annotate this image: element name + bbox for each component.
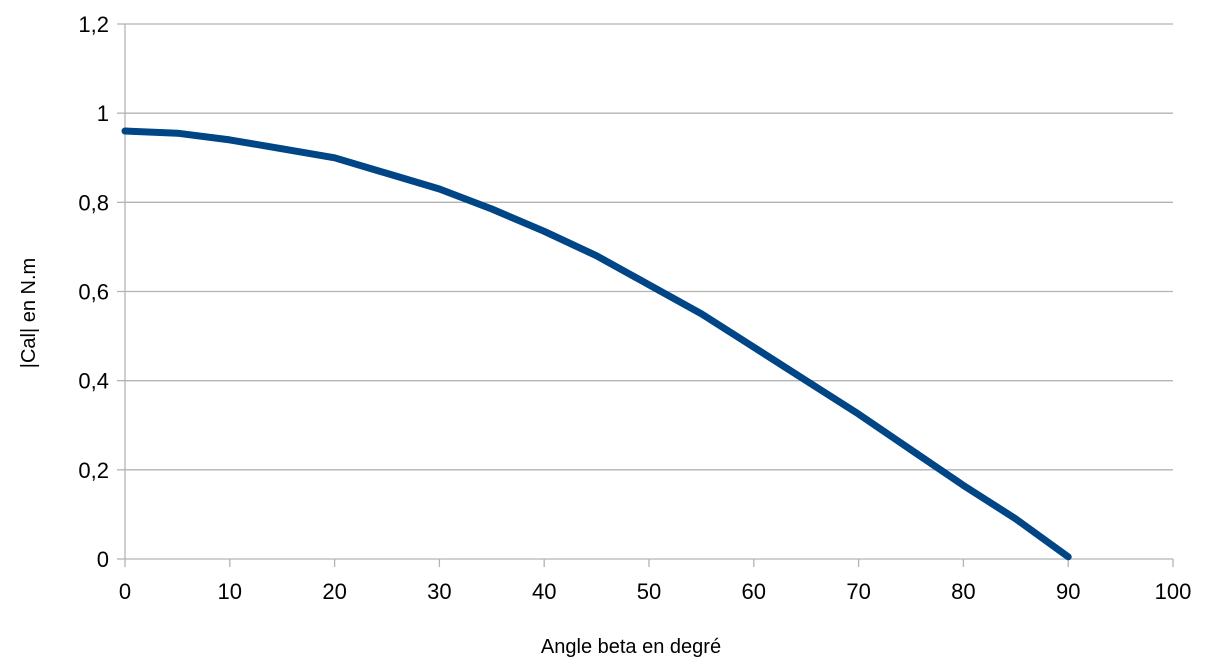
gridlines (125, 23, 1173, 471)
y-tick-label: 1,2 (78, 12, 109, 37)
x-tick-label: 10 (218, 579, 242, 604)
x-tick-label: 0 (119, 579, 131, 604)
y-tick-label: 1 (97, 101, 109, 126)
x-tick-label: 20 (322, 579, 346, 604)
y-axis-title: |Cal| en N.m (18, 258, 40, 368)
x-tick-label: 30 (427, 579, 451, 604)
x-axis-title: Angle beta en degré (541, 636, 721, 658)
y-tick-label: 0,8 (78, 190, 109, 215)
y-tick-label: 0,2 (78, 458, 109, 483)
x-tick-label: 50 (637, 579, 661, 604)
tick-labels: 0 0,2 0,4 0,6 0,8 1 1,2 0 10 20 30 40 50 60 70 80 90 100 (78, 12, 1191, 604)
y-tick-label: 0 (97, 547, 109, 572)
x-tick-label: 40 (532, 579, 556, 604)
y-tick-label: 0,4 (78, 369, 109, 394)
x-tick-label: 70 (846, 579, 870, 604)
x-tick-label: 80 (951, 579, 975, 604)
x-tick-label: 90 (1056, 579, 1080, 604)
x-tick-label: 60 (742, 579, 766, 604)
x-tick-label: 100 (1155, 579, 1192, 604)
axes (117, 23, 1174, 567)
series-line (121, 127, 1072, 561)
series-layer (121, 127, 1072, 561)
y-tick-label: 0,6 (78, 280, 109, 305)
